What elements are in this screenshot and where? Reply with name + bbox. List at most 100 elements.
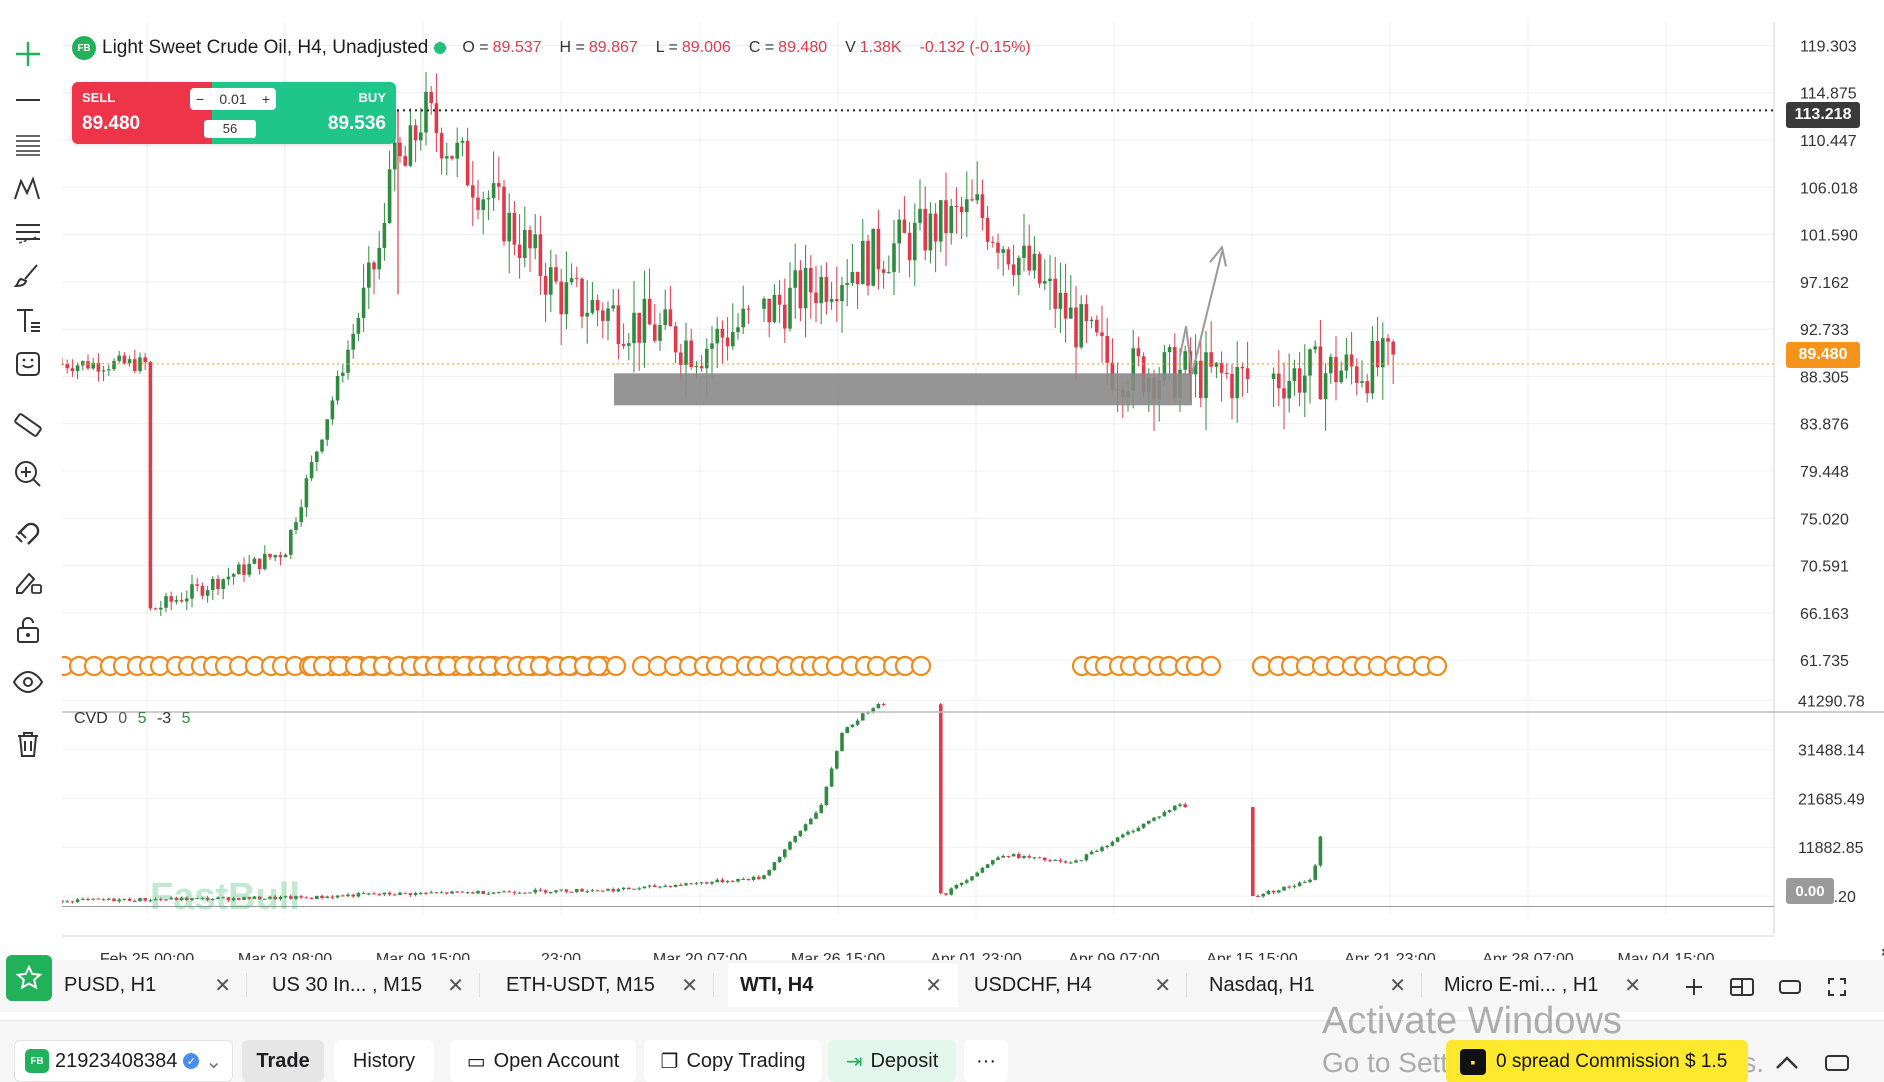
candle-body bbox=[783, 304, 787, 329]
cvd-bar bbox=[491, 892, 496, 894]
symbol-title[interactable]: Light Sweet Crude Oil, H4, Unadjusted bbox=[102, 37, 429, 58]
cvd-bar bbox=[523, 892, 527, 894]
candle-body bbox=[1323, 373, 1328, 400]
cvd-bar bbox=[1271, 890, 1276, 893]
close-tab-icon[interactable]: ✕ bbox=[925, 975, 942, 997]
close-tab-icon[interactable]: ✕ bbox=[1624, 975, 1641, 997]
candle-body bbox=[746, 308, 751, 310]
cvd-value-1: 0 bbox=[118, 710, 128, 727]
cvd-bar bbox=[1183, 804, 1187, 808]
candle-body bbox=[814, 292, 818, 304]
magnet-icon[interactable] bbox=[6, 510, 50, 554]
chart-settings-gear-icon[interactable]: ⚙ bbox=[1880, 940, 1884, 966]
close-tab-icon[interactable]: ✕ bbox=[447, 975, 464, 997]
cvd-bar bbox=[777, 856, 782, 863]
decrease-quantity-button[interactable]: − bbox=[196, 91, 205, 107]
chart-tab-active[interactable]: WTI, H4 ✕ bbox=[728, 963, 958, 1007]
text-icon[interactable] bbox=[6, 298, 50, 342]
tab-label: Micro E-mi... , H1 bbox=[1444, 973, 1599, 996]
cvd-bar bbox=[1266, 890, 1271, 895]
chart-area[interactable]: 119.303 114.875 110.447 106.018 101.590 97.16… bbox=[62, 22, 1884, 972]
cvd-bar bbox=[1110, 841, 1115, 846]
fullscreen-icon[interactable] bbox=[1820, 970, 1854, 1004]
open-account-button[interactable]: ▭ Open Account bbox=[450, 1040, 636, 1082]
volume-value: 1.38K bbox=[859, 39, 902, 56]
price-chart[interactable]: 119.303 114.875 110.447 106.018 101.590 97.16… bbox=[62, 22, 1884, 962]
brush-icon[interactable] bbox=[6, 254, 50, 298]
chart-tab[interactable]: Nasdaq, H1 ✕ bbox=[1197, 963, 1422, 1007]
add-tab-plus-icon[interactable] bbox=[1677, 970, 1711, 1004]
trash-icon[interactable] bbox=[6, 722, 50, 766]
promo-banner[interactable]: ▪ 0 spread Commission $ 1.5 bbox=[1446, 1040, 1748, 1082]
cvd-bar bbox=[970, 876, 974, 881]
cvd-axis-label: 11882.85 bbox=[1798, 840, 1864, 857]
zoom-in-icon[interactable] bbox=[6, 452, 50, 496]
window-icon[interactable] bbox=[1820, 1046, 1854, 1080]
ruler-icon[interactable] bbox=[6, 404, 50, 448]
cvd-bar bbox=[746, 878, 751, 880]
cvd-bar bbox=[798, 830, 803, 837]
increase-quantity-button[interactable]: + bbox=[261, 91, 270, 107]
cvd-bar bbox=[315, 895, 319, 899]
candle-body bbox=[840, 285, 844, 302]
eye-icon[interactable] bbox=[6, 660, 50, 704]
more-button[interactable]: ··· bbox=[964, 1040, 1008, 1082]
cvd-bar bbox=[221, 897, 225, 899]
cvd-bar bbox=[252, 896, 257, 899]
cvd-bar bbox=[393, 894, 397, 896]
candle-body bbox=[133, 359, 137, 372]
chart-tab[interactable]: USDCHF, H4 ✕ bbox=[962, 963, 1187, 1007]
cvd-bar bbox=[1089, 851, 1094, 855]
close-tab-icon[interactable]: ✕ bbox=[681, 975, 698, 997]
cvd-zero-tag: 0.00 bbox=[1786, 878, 1834, 904]
cvd-bar bbox=[263, 898, 267, 900]
cvd-bar bbox=[855, 720, 860, 725]
sell-button[interactable]: SELL 89.480 bbox=[72, 82, 212, 144]
quantity-stepper[interactable]: − 0.01 + bbox=[190, 88, 276, 110]
lock-drawing-icon[interactable] bbox=[6, 558, 50, 602]
cvd-bar bbox=[403, 892, 407, 894]
unlock-icon[interactable] bbox=[6, 608, 50, 652]
candle-body bbox=[278, 555, 283, 558]
deposit-button[interactable]: ⇥ Deposit bbox=[828, 1040, 956, 1082]
trade-button[interactable]: Trade bbox=[242, 1040, 324, 1082]
pattern-icon[interactable] bbox=[6, 166, 50, 210]
cvd-value-4: 5 bbox=[181, 710, 191, 727]
price-axis-label: 119.303 bbox=[1800, 38, 1857, 55]
single-layout-icon[interactable] bbox=[1773, 970, 1807, 1004]
cvd-bar bbox=[949, 888, 953, 895]
chart-tab[interactable]: PUSD, H1 ✕ bbox=[52, 963, 247, 1007]
quantity-value[interactable]: 0.01 bbox=[219, 91, 247, 107]
history-button[interactable]: History bbox=[334, 1040, 434, 1082]
open-value: 89.537 bbox=[492, 39, 542, 56]
candle-body bbox=[491, 183, 496, 199]
candle-body bbox=[647, 298, 652, 325]
cvd-bar bbox=[803, 824, 808, 831]
emoji-icon[interactable] bbox=[6, 342, 50, 386]
account-selector[interactable]: FB 21923408384 ✓ ⌄ bbox=[14, 1040, 234, 1082]
cvd-bar bbox=[75, 899, 80, 903]
candle-body bbox=[689, 340, 693, 368]
split-layout-icon[interactable] bbox=[1725, 970, 1759, 1004]
cvd-bar bbox=[304, 897, 309, 899]
candle-body bbox=[736, 327, 740, 333]
candle-body bbox=[1167, 347, 1172, 353]
favorites-star-icon[interactable] bbox=[6, 955, 52, 1001]
chart-tab[interactable]: Micro E-mi... , H1 ✕ bbox=[1432, 963, 1657, 1007]
cvd-bar bbox=[783, 849, 787, 857]
close-tab-icon[interactable]: ✕ bbox=[1389, 975, 1406, 997]
close-tab-icon[interactable]: ✕ bbox=[214, 975, 231, 997]
crosshair-plus-icon[interactable] bbox=[6, 32, 50, 76]
candle-body bbox=[1058, 292, 1063, 309]
channel-icon[interactable] bbox=[6, 210, 50, 254]
chart-tab[interactable]: US 30 In... , M15 ✕ bbox=[260, 963, 480, 1007]
chart-tab[interactable]: ETH-USDT, M15 ✕ bbox=[494, 963, 714, 1007]
copy-trading-button[interactable]: ❐ Copy Trading bbox=[644, 1040, 822, 1082]
collapse-chevron-up-icon[interactable] bbox=[1770, 1046, 1804, 1080]
fibonacci-icon[interactable] bbox=[6, 122, 50, 166]
close-tab-icon[interactable]: ✕ bbox=[1154, 975, 1171, 997]
horizontal-line-icon[interactable] bbox=[6, 78, 50, 122]
candle-body bbox=[902, 219, 907, 233]
cvd-bar bbox=[465, 892, 470, 894]
tab-label: Nasdaq, H1 bbox=[1209, 973, 1315, 996]
